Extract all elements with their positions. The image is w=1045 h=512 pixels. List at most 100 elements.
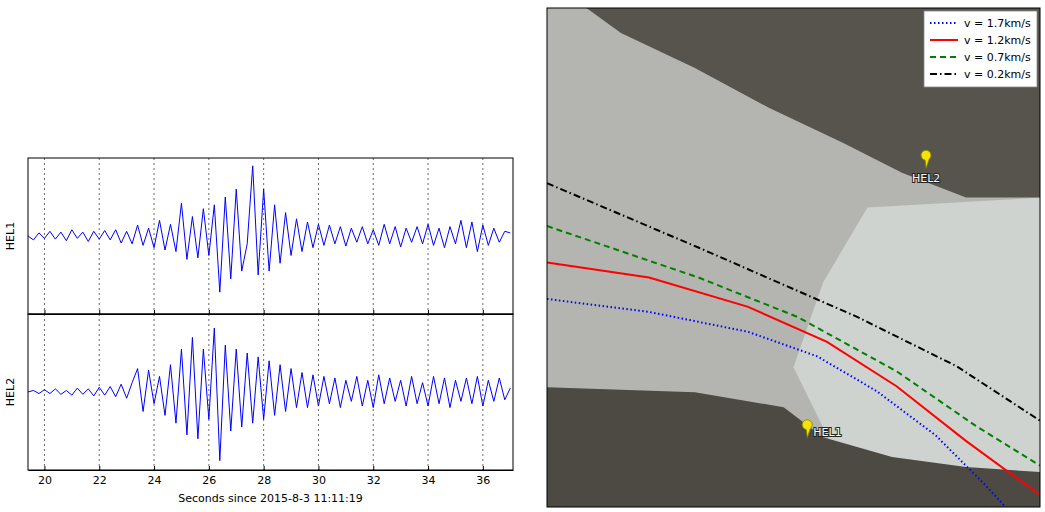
tick-mark	[318, 466, 319, 470]
tick	[209, 310, 210, 314]
map-background	[547, 8, 1040, 507]
tick-label: 36	[476, 474, 490, 487]
tick-mark	[154, 466, 155, 470]
legend-label: v = 0.7km/s	[964, 51, 1031, 64]
legend-label: v = 0.2km/s	[964, 68, 1031, 81]
tick	[154, 310, 155, 314]
tick-mark	[373, 310, 374, 314]
land-south	[547, 387, 1040, 507]
plot-area	[28, 166, 510, 292]
tick-label: 20	[38, 474, 52, 487]
tick-mark	[154, 310, 155, 314]
station-pin	[921, 150, 931, 168]
legend-swatch	[930, 22, 958, 24]
plot-area	[28, 328, 510, 461]
grid-line	[373, 158, 374, 314]
tick	[99, 310, 100, 314]
x-axis: 20 22 24 26 28 30 32 34 36	[29, 466, 514, 487]
tick-mark	[264, 310, 265, 314]
plot-frame	[28, 314, 513, 470]
tick: 22	[93, 466, 107, 487]
grid-line	[318, 314, 319, 470]
grid-line	[263, 158, 264, 314]
tick-mark	[318, 310, 319, 314]
tick	[483, 310, 484, 314]
waveform	[28, 328, 510, 461]
grid-line	[99, 314, 100, 470]
legend-label: v = 1.7km/s	[964, 17, 1031, 30]
tick-mark	[209, 466, 210, 470]
tick-label: 24	[148, 474, 162, 487]
ice-melange	[794, 198, 1041, 477]
tick-mark	[44, 466, 45, 470]
tick: 28	[257, 466, 271, 487]
legend-label: v = 1.2km/s	[964, 34, 1031, 47]
legend-swatch	[930, 56, 958, 58]
y-axis-title: HEL1	[4, 222, 17, 250]
tick-mark	[428, 466, 429, 470]
legend-swatch	[930, 73, 958, 75]
grid-line	[154, 158, 155, 314]
figure: HEL1 20 22 24 26 28 30 32 34 36 HEL2 Seconds since …	[0, 0, 1045, 512]
wave-front	[547, 226, 1040, 466]
tick-mark	[264, 466, 265, 470]
grid-line	[318, 158, 319, 314]
grid-line	[482, 314, 483, 470]
x-axis-title: Seconds since 2015-8-3 11:11:19	[178, 492, 363, 505]
tick-label: 32	[367, 474, 381, 487]
grid-line	[44, 314, 45, 470]
tick	[318, 310, 319, 314]
grid-line	[99, 158, 100, 314]
tick-mark	[373, 466, 374, 470]
tick-mark	[483, 466, 484, 470]
legend-item: v = 0.7km/s	[930, 51, 1031, 64]
station-label: HEL1	[813, 426, 841, 439]
legend-box	[924, 11, 1037, 87]
grid-line	[428, 314, 429, 470]
station-label: HEL2	[912, 172, 940, 185]
legend: v = 1.7km/s v = 1.2km/s v = 0.7km/s v = 0.2…	[924, 11, 1037, 87]
tick: 26	[202, 466, 216, 487]
plot-frame	[28, 158, 513, 314]
legend-item: v = 1.2km/s	[930, 34, 1031, 47]
wave-front	[547, 183, 1040, 421]
legend-item: v = 0.2km/s	[930, 68, 1031, 81]
waveform	[28, 166, 510, 292]
grid-line	[482, 158, 483, 314]
tick	[264, 310, 265, 314]
tick-label: 26	[202, 474, 216, 487]
tick-mark	[99, 310, 100, 314]
tick-label: 22	[93, 474, 107, 487]
grid-line	[208, 314, 209, 470]
tick: 30	[312, 466, 326, 487]
tick: 32	[367, 466, 381, 487]
axis-line	[29, 470, 514, 471]
tick	[428, 310, 429, 314]
tick-mark	[44, 310, 45, 314]
tick-label: 34	[422, 474, 436, 487]
tick: 20	[38, 466, 52, 487]
grid-line	[428, 158, 429, 314]
panel-1: HEL1	[4, 158, 514, 315]
tick-mark	[209, 310, 210, 314]
wave-front	[547, 262, 1040, 495]
tick-mark	[428, 310, 429, 314]
legend-swatch	[930, 39, 958, 41]
wave-front	[547, 299, 1005, 507]
tick	[373, 310, 374, 314]
station-pin	[802, 420, 812, 438]
glacier	[547, 8, 1040, 507]
grid-line	[154, 314, 155, 470]
grid-line	[373, 314, 374, 470]
tick: 36	[476, 466, 490, 487]
tick-label: 30	[312, 474, 326, 487]
tick-label: 28	[257, 474, 271, 487]
tick: 34	[422, 466, 436, 487]
map-frame	[547, 8, 1040, 507]
y-axis-title: HEL2	[4, 378, 17, 406]
grid-line	[208, 158, 209, 314]
plot-area	[547, 150, 1040, 507]
grid-line	[263, 314, 264, 470]
land-north	[586, 8, 1040, 198]
panel-2: 20 22 24 26 28 30 32 34 36 HEL2 Seconds since 2015…	[4, 314, 514, 505]
